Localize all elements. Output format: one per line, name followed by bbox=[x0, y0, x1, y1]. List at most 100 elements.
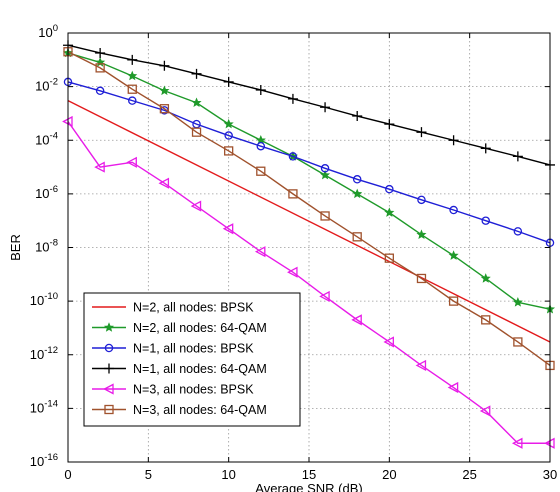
data-point bbox=[480, 273, 491, 283]
legend-marker bbox=[103, 322, 115, 332]
data-point bbox=[127, 54, 138, 65]
series-5 bbox=[62, 115, 555, 449]
legend: N=2, all nodes: BPSK N=2, all nodes: 64-Q… bbox=[83, 292, 301, 427]
series-layer bbox=[62, 40, 556, 449]
data-point bbox=[416, 273, 427, 284]
y-tick-label: 10-8 bbox=[35, 238, 58, 255]
data-point bbox=[384, 207, 395, 217]
data-point bbox=[127, 70, 138, 81]
series-3 bbox=[63, 77, 555, 248]
data-point bbox=[255, 84, 266, 95]
data-point bbox=[415, 359, 427, 371]
data-point bbox=[447, 381, 459, 394]
legend-item: N=2, all nodes: BPSK bbox=[92, 301, 254, 315]
data-point bbox=[254, 246, 266, 258]
y-tick-label: 10-12 bbox=[30, 345, 58, 362]
data-point bbox=[513, 227, 523, 236]
legend-item: N=1, all nodes: 64-QAM bbox=[92, 362, 267, 376]
y-tick-label: 10-2 bbox=[35, 77, 58, 94]
data-point bbox=[479, 405, 491, 417]
data-point bbox=[352, 188, 363, 199]
data-point bbox=[288, 189, 298, 199]
data-point bbox=[287, 93, 298, 104]
data-point bbox=[95, 63, 105, 73]
y-tick-label: 10-16 bbox=[30, 452, 58, 469]
data-point bbox=[256, 141, 266, 151]
x-tick-label: 25 bbox=[462, 467, 476, 482]
legend-label: N=3, all nodes: 64-QAM bbox=[133, 403, 267, 417]
data-point bbox=[287, 266, 298, 278]
legend-item: N=1, all nodes: BPSK bbox=[92, 342, 254, 356]
legend-label: N=1, all nodes: 64-QAM bbox=[133, 362, 267, 376]
data-point bbox=[352, 111, 363, 122]
legend-label: N=1, all nodes: BPSK bbox=[133, 342, 254, 356]
data-point bbox=[481, 315, 491, 325]
y-tick-label: 100 bbox=[38, 23, 58, 40]
y-tick-label: 10-14 bbox=[30, 398, 58, 415]
data-point bbox=[288, 152, 298, 161]
data-point bbox=[159, 85, 170, 96]
series-line bbox=[67, 44, 551, 166]
legend-item: N=3, all nodes: 64-QAM bbox=[92, 403, 267, 417]
data-point bbox=[190, 200, 202, 212]
data-point bbox=[191, 68, 202, 79]
data-point bbox=[351, 314, 362, 326]
legend-marker bbox=[104, 363, 114, 374]
legend-label: N=2, all nodes: BPSK bbox=[133, 301, 254, 315]
data-point bbox=[352, 175, 362, 184]
series-line bbox=[67, 52, 551, 310]
data-point bbox=[159, 104, 170, 114]
x-tick-label: 20 bbox=[382, 467, 396, 482]
legend-item: N=3, all nodes: BPSK bbox=[92, 383, 254, 397]
data-point bbox=[512, 297, 523, 307]
x-tick-label: 30 bbox=[543, 467, 557, 482]
data-point bbox=[191, 97, 202, 108]
legend-marker bbox=[104, 343, 114, 353]
data-point bbox=[511, 437, 523, 449]
series-6 bbox=[63, 47, 555, 371]
x-tick-label: 15 bbox=[302, 467, 316, 482]
legend-label: N=2, all nodes: 64-QAM bbox=[133, 321, 267, 335]
data-point bbox=[320, 102, 331, 113]
data-point bbox=[191, 127, 202, 137]
x-tick-label: 5 bbox=[145, 467, 152, 482]
data-point bbox=[224, 146, 234, 156]
data-point bbox=[320, 164, 330, 173]
data-point bbox=[417, 195, 426, 205]
data-point bbox=[416, 127, 427, 138]
data-point bbox=[126, 156, 137, 168]
y-tick-label: 10-4 bbox=[35, 130, 58, 147]
data-point bbox=[224, 131, 233, 140]
data-point bbox=[385, 184, 394, 194]
data-point bbox=[256, 166, 266, 176]
data-point bbox=[222, 223, 234, 235]
data-point bbox=[480, 143, 491, 154]
data-point bbox=[320, 211, 330, 221]
series-line bbox=[67, 81, 551, 244]
data-point bbox=[513, 337, 523, 347]
legend-marker bbox=[103, 383, 114, 395]
data-point bbox=[159, 60, 170, 71]
data-point bbox=[320, 169, 331, 180]
data-point bbox=[319, 290, 330, 302]
data-point bbox=[223, 118, 234, 129]
legend-item: N=2, all nodes: 64-QAM bbox=[92, 321, 267, 335]
data-point bbox=[512, 151, 523, 162]
y-tick-label: 10-6 bbox=[35, 184, 58, 201]
data-point bbox=[95, 86, 105, 96]
data-point bbox=[128, 96, 137, 105]
data-point bbox=[352, 232, 362, 242]
series-line bbox=[67, 100, 551, 343]
y-axis-label: BER bbox=[8, 234, 23, 261]
x-axis-label: Average SNR (dB) bbox=[255, 481, 362, 492]
data-point bbox=[448, 135, 459, 146]
data-point bbox=[416, 229, 427, 239]
series-line bbox=[67, 51, 551, 366]
legend-label: N=3, all nodes: BPSK bbox=[133, 383, 254, 397]
data-point bbox=[449, 205, 458, 215]
ticks-layer: 0 5 10 15 20 25 30 100 10-2 10-4 10-6 10-8 10-10 10-1… bbox=[30, 23, 557, 482]
x-tick-label: 0 bbox=[64, 467, 71, 482]
data-point bbox=[383, 336, 394, 348]
data-point bbox=[95, 57, 106, 67]
